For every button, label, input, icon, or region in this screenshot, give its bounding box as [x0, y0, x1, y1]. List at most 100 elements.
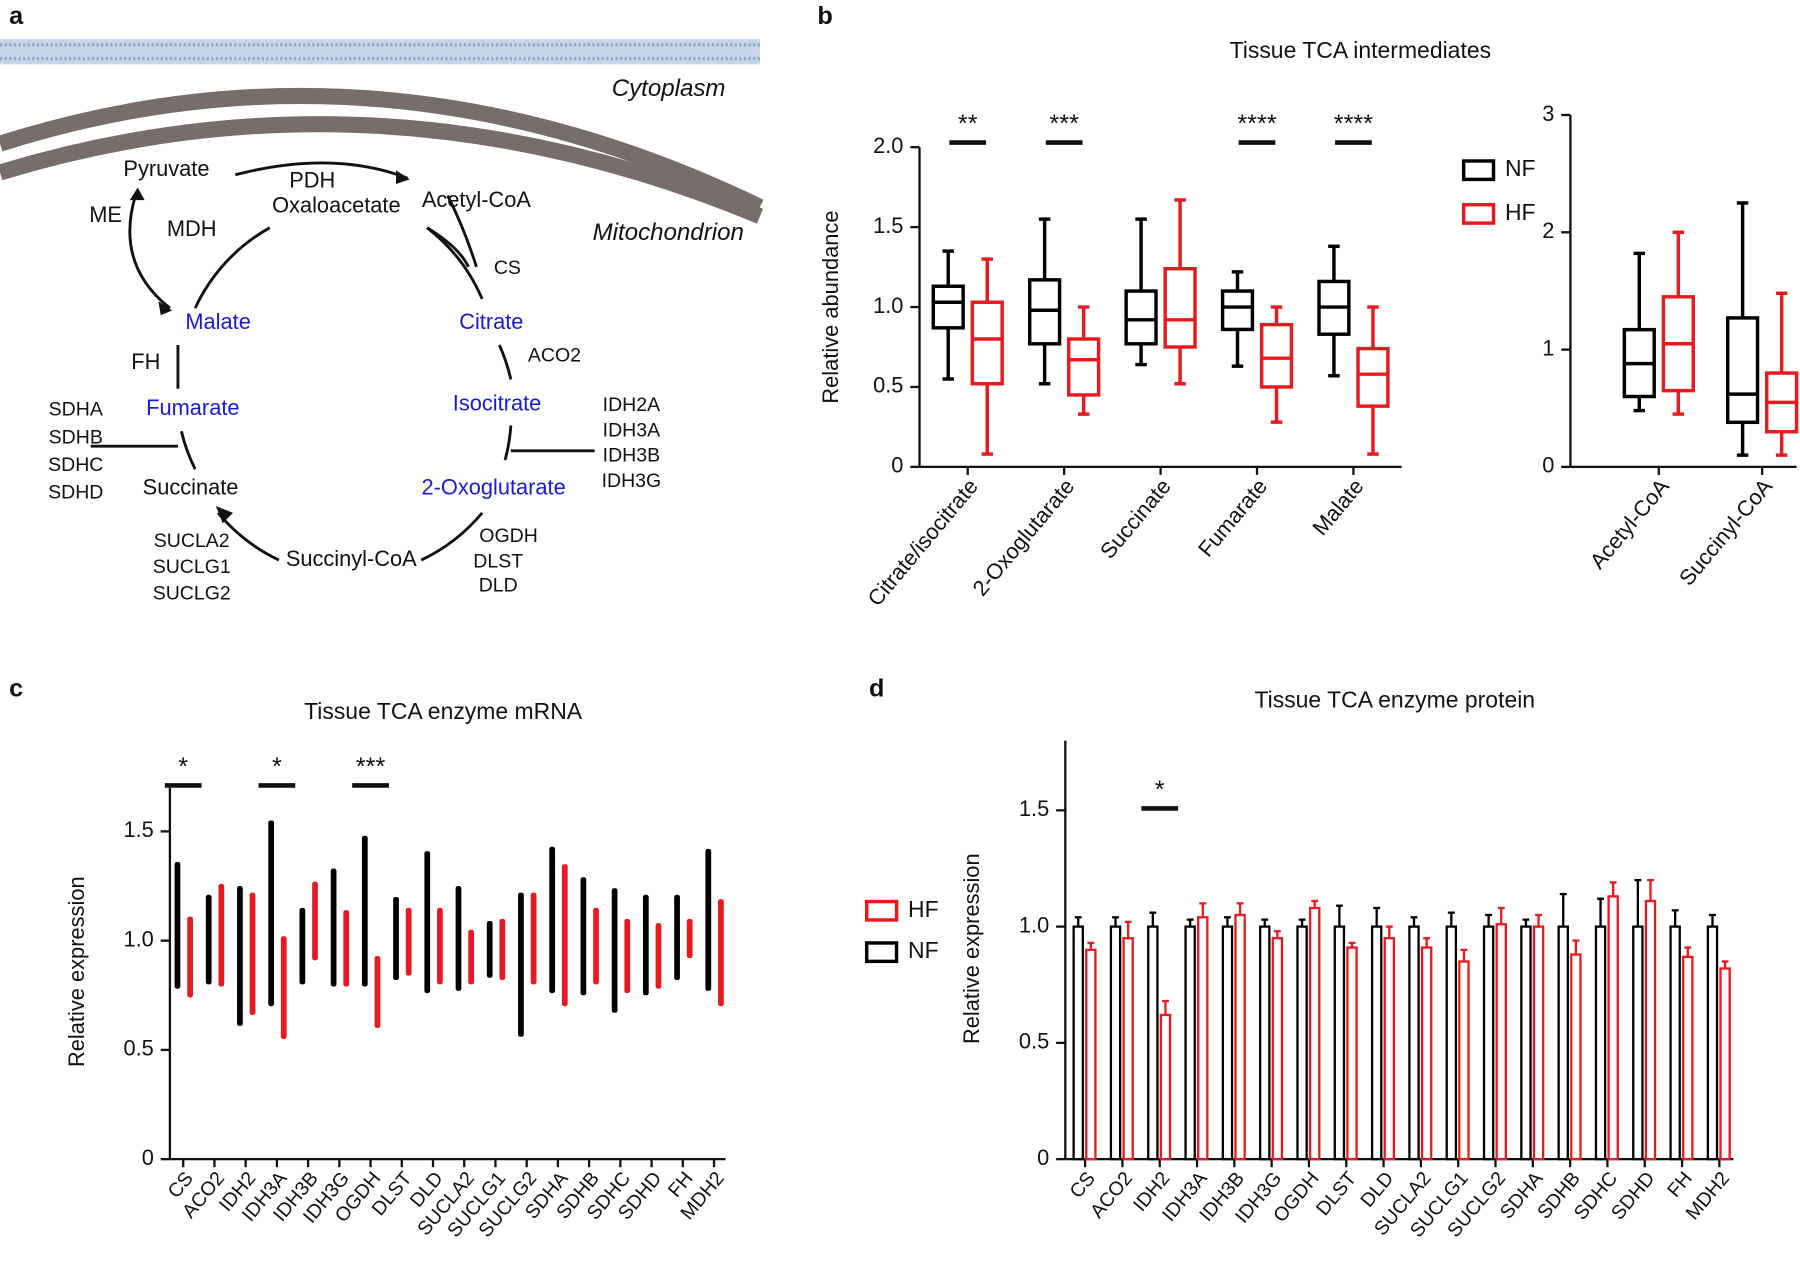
range-bar	[437, 907, 443, 985]
bar	[1072, 925, 1084, 1161]
range-bar	[218, 883, 225, 987]
diagram-label: PDH	[289, 167, 335, 192]
range-bar	[374, 955, 381, 1029]
range-bar	[249, 892, 256, 1015]
diagram-label: SDHB	[49, 426, 103, 448]
bar	[1346, 946, 1358, 1161]
legend-swatch	[864, 899, 899, 922]
bar	[1197, 916, 1209, 1161]
diagram-label: SDHD	[48, 481, 103, 503]
diagram-label: SDHC	[48, 454, 103, 476]
range-bar	[718, 899, 724, 1007]
diagram-label: Oxaloacetate	[272, 193, 401, 218]
bar	[1184, 925, 1196, 1161]
bar	[1259, 925, 1271, 1161]
range-bar	[343, 910, 350, 987]
diagram-label: DLST	[473, 550, 523, 572]
y-tick-label: 2.0	[873, 133, 903, 158]
legend-label: HF	[908, 896, 939, 922]
range-bar	[518, 892, 524, 1037]
box	[970, 300, 1004, 386]
box	[1124, 289, 1158, 346]
range-bar	[455, 886, 462, 991]
y-tick-label: 0	[1037, 1145, 1049, 1170]
bar	[1085, 948, 1097, 1161]
y-tick-label: 1.0	[873, 293, 903, 318]
bar	[1383, 937, 1396, 1161]
significance-label: *	[272, 753, 282, 781]
y-tick-label: 1.5	[873, 213, 903, 238]
y-axis-label: Relative expression	[959, 853, 984, 1044]
panel-letter: b	[817, 2, 832, 30]
range-bar	[674, 894, 680, 980]
diagram-label: Succinate	[143, 474, 239, 499]
range-bar	[530, 892, 537, 985]
bar	[1370, 925, 1383, 1161]
bar	[1420, 946, 1433, 1161]
legend-swatch	[1461, 202, 1496, 225]
significance-label: *	[1155, 776, 1165, 804]
y-tick-label: 0	[1542, 453, 1554, 478]
y-tick-label: 0	[142, 1145, 154, 1170]
bar	[1408, 925, 1420, 1161]
significance-label: **	[958, 110, 978, 138]
arrowheads	[129, 170, 410, 524]
diagram-label: SUCLA2	[154, 530, 230, 552]
range-bar	[361, 835, 368, 987]
range-bar	[549, 846, 556, 994]
bar	[1159, 1013, 1172, 1161]
range-bar	[468, 929, 474, 985]
y-tick-label: 0	[891, 453, 903, 478]
bar	[1632, 925, 1644, 1161]
y-tick-label: 3	[1542, 101, 1554, 126]
diagram-label: ME	[89, 202, 122, 227]
bar	[1570, 953, 1582, 1161]
box	[1163, 266, 1197, 349]
panel-letter: d	[869, 675, 884, 703]
range-bar	[686, 918, 693, 959]
diagram-label: CS	[494, 257, 521, 279]
bar	[1333, 925, 1346, 1161]
bar	[1221, 925, 1234, 1161]
range-bar	[593, 907, 599, 985]
diagram-label: MDH	[167, 216, 217, 241]
bar	[1122, 937, 1134, 1161]
diagram-label: SUCLG1	[153, 556, 231, 578]
y-tick-label: 1.5	[1019, 796, 1049, 821]
diagram-label: Mitochondrion	[593, 219, 744, 246]
x-tick-label: Acetyl-CoA	[1585, 473, 1675, 573]
diagram-label: FH	[131, 349, 160, 374]
diagram-label: 2-Oxoglutarate	[421, 474, 565, 499]
x-tick-label: Succinyl-CoA	[1674, 473, 1778, 590]
bar	[1482, 925, 1495, 1161]
y-tick-label: 1.5	[123, 817, 153, 842]
y-tick-label: 0.5	[123, 1036, 153, 1061]
range-bar	[405, 907, 412, 976]
diagram-label: Fumarate	[146, 395, 239, 420]
diagram-label: DLD	[479, 575, 518, 597]
box	[931, 284, 965, 330]
y-tick-label: 1.0	[123, 926, 153, 951]
diagram-label: ACO2	[528, 345, 581, 367]
bar	[1234, 913, 1246, 1161]
bar	[1557, 925, 1569, 1161]
diagram-label: Cytoplasm	[612, 75, 726, 102]
diagram-label: Acetyl-CoA	[422, 187, 532, 212]
range-bar	[655, 923, 662, 989]
bar	[1594, 925, 1607, 1161]
diagram-label: SDHA	[49, 399, 103, 421]
bar	[1682, 955, 1694, 1161]
range-bar	[486, 920, 493, 978]
bar	[1458, 960, 1470, 1161]
box	[1259, 322, 1294, 389]
box	[1356, 346, 1390, 408]
range-bar	[393, 896, 399, 980]
diagram-label: Succinyl-CoA	[286, 546, 417, 571]
diagram-label: Citrate	[459, 309, 523, 334]
significance-label: ***	[356, 753, 386, 781]
diagram-label: IDH3B	[603, 445, 660, 467]
range-bar	[499, 918, 506, 980]
y-tick-label: 2	[1542, 218, 1554, 243]
bar	[1532, 925, 1545, 1161]
